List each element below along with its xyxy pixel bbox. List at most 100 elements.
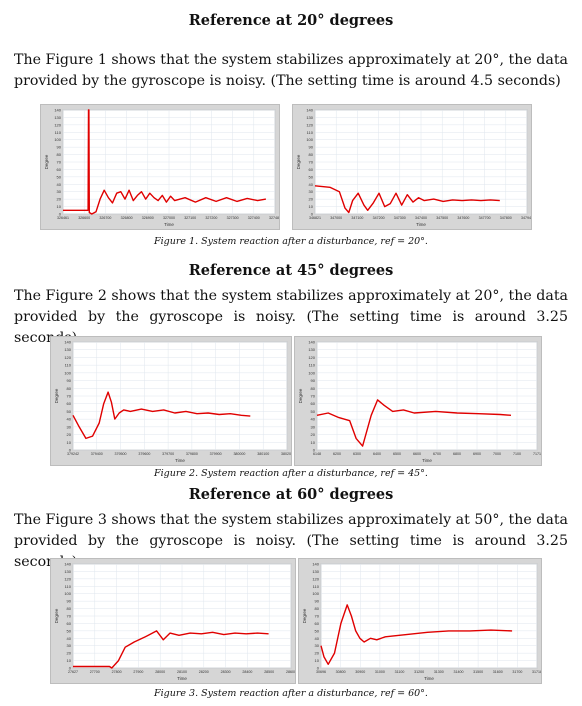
- x-tick-label: 6900: [473, 452, 481, 456]
- y-tick-label: 100: [64, 370, 71, 375]
- x-tick-label: 380100: [257, 452, 269, 456]
- y-tick-label: 100: [64, 591, 71, 596]
- y-tick-label: 10: [67, 440, 72, 445]
- y-tick-label: 10: [309, 204, 314, 209]
- x-tick-label: 327200: [205, 216, 217, 220]
- y-tick-label: 0: [311, 212, 314, 217]
- figure-caption: Figure 3. System reaction after a distur…: [154, 688, 428, 699]
- y-tick-label: 80: [309, 152, 314, 157]
- x-tick-label: 347000: [330, 216, 342, 220]
- y-tick-label: 40: [309, 182, 314, 187]
- chart-panel: 0 10 20 30 40 50 60 70 80 90 100 110 120 130 140 346821…: [292, 104, 532, 230]
- y-tick-label: 30: [67, 424, 72, 429]
- y-tick-label: 140: [54, 108, 61, 113]
- x-tick-label: 31000: [375, 670, 385, 674]
- x-tick-label: 28300: [221, 670, 231, 674]
- x-tick-label: 326600: [78, 216, 90, 220]
- y-axis-label: Degree: [44, 154, 49, 169]
- y-axis-label: Degree: [296, 154, 301, 169]
- x-tick-label: 6800: [453, 452, 461, 456]
- y-tick-label: 120: [308, 355, 315, 360]
- y-tick-label: 30: [315, 643, 320, 648]
- x-tick-label: 379242: [67, 452, 79, 456]
- y-tick-label: 90: [311, 378, 316, 383]
- x-tick-label: 6200: [333, 452, 341, 456]
- section-paragraph-20: The Figure 1 shows that the system stabi…: [14, 52, 568, 89]
- chart-panel: 0 10 20 30 40 50 60 70 80 90 100 110 120 130 140 27627 2…: [50, 558, 296, 684]
- y-tick-label: 100: [54, 137, 61, 142]
- series-line: [316, 399, 512, 447]
- x-axis-label: Time: [422, 458, 432, 463]
- y-tick-label: 90: [67, 378, 72, 383]
- chart-panel: 0 10 20 30 40 50 60 70 80 90 100 110 120 130 140 379242…: [50, 336, 292, 466]
- x-tick-label: 6148: [313, 452, 321, 456]
- y-tick-label: 40: [315, 636, 320, 641]
- y-tick-label: 90: [315, 599, 320, 604]
- y-tick-label: 70: [309, 160, 314, 165]
- y-tick-label: 0: [59, 212, 62, 217]
- x-tick-label: 380000: [233, 452, 245, 456]
- y-tick-label: 130: [64, 347, 71, 352]
- x-tick-label: 347500: [436, 216, 448, 220]
- series-line: [320, 604, 513, 666]
- section-heading-20: Reference at 20° degrees: [188, 12, 394, 29]
- x-tick-label: 30800: [336, 670, 346, 674]
- y-tick-label: 140: [312, 562, 319, 567]
- y-tick-label: 50: [315, 628, 320, 633]
- chart-panel: 0 10 20 30 40 50 60 70 80 90 100 110 120 130 140 326461…: [40, 104, 280, 230]
- y-tick-label: 40: [67, 636, 72, 641]
- x-tick-label: 6300: [353, 452, 361, 456]
- x-tick-label: 27627: [68, 670, 78, 674]
- chart-panel: 0 10 20 30 40 50 60 70 80 90 100 110 120 130 140 6148 62…: [294, 336, 542, 466]
- x-tick-label: 28500: [264, 670, 274, 674]
- x-tick-label: 379900: [210, 452, 222, 456]
- y-tick-label: 0: [69, 666, 72, 671]
- x-tick-label: 327300: [227, 216, 239, 220]
- y-tick-label: 50: [309, 174, 314, 179]
- y-tick-label: 60: [311, 401, 316, 406]
- y-tick-label: 80: [57, 152, 62, 157]
- y-tick-label: 70: [311, 394, 316, 399]
- y-tick-label: 120: [312, 576, 319, 581]
- x-tick-label: 379500: [115, 452, 127, 456]
- y-axis-label: Degree: [54, 608, 59, 623]
- figure-caption: Figure 1. System reaction after a distur…: [154, 236, 428, 247]
- x-tick-label: 326461: [57, 216, 69, 220]
- y-tick-label: 80: [67, 386, 72, 391]
- y-tick-label: 140: [64, 340, 71, 345]
- series-line: [72, 391, 251, 440]
- y-tick-label: 0: [317, 666, 320, 671]
- y-tick-label: 10: [315, 658, 320, 663]
- x-tick-label: 6500: [393, 452, 401, 456]
- x-tick-label: 7171: [533, 452, 541, 456]
- x-tick-label: 346821: [309, 216, 321, 220]
- figure-1: 0 10 20 30 40 50 60 70 80 90 100 110 120 130 140 326461…: [40, 104, 540, 234]
- y-tick-label: 110: [307, 130, 314, 135]
- x-tick-label: 27900: [133, 670, 143, 674]
- x-tick-label: 28600: [286, 670, 295, 674]
- y-tick-label: 130: [54, 115, 61, 120]
- x-axis-label: Time: [175, 458, 185, 463]
- y-tick-label: 50: [67, 409, 72, 414]
- y-tick-label: 60: [67, 401, 72, 406]
- y-tick-label: 20: [309, 197, 314, 202]
- y-tick-label: 40: [67, 417, 72, 422]
- x-tick-label: 28400: [242, 670, 252, 674]
- x-tick-label: 31700: [512, 670, 522, 674]
- y-tick-label: 80: [311, 386, 316, 391]
- y-tick-label: 10: [67, 658, 72, 663]
- y-tick-label: 120: [54, 122, 61, 127]
- y-tick-label: 20: [67, 432, 72, 437]
- x-tick-label: 31300: [434, 670, 444, 674]
- line-chart: 0 10 20 30 40 50 60 70 80 90 100 110 120 130 140 27627 2…: [54, 562, 295, 682]
- x-tick-label: 347944: [521, 216, 531, 220]
- y-tick-label: 60: [309, 167, 314, 172]
- x-tick-label: 28000: [155, 670, 165, 674]
- y-tick-label: 130: [308, 347, 315, 352]
- line-chart: 0 10 20 30 40 50 60 70 80 90 100 110 120 130 140 30696 3…: [302, 562, 541, 682]
- x-tick-label: 326700: [99, 216, 111, 220]
- y-tick-label: 110: [309, 363, 316, 368]
- x-tick-label: 327000: [163, 216, 175, 220]
- y-tick-label: 120: [306, 122, 313, 127]
- y-tick-label: 140: [306, 108, 313, 113]
